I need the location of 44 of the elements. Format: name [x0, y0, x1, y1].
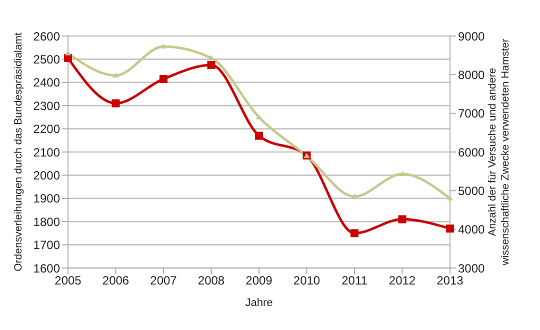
y2-tick-label: 5000 — [458, 184, 486, 198]
y-tick-label: 1600 — [33, 261, 60, 276]
y-tick-label: 2600 — [33, 29, 60, 44]
x-axis-title: Jahre — [245, 297, 273, 309]
x-tick-label: 2010 — [293, 274, 320, 288]
point — [399, 171, 406, 176]
y-tick-label: 1900 — [33, 192, 60, 206]
y-tick-label: 2300 — [33, 98, 60, 113]
x-tick-label: 2005 — [54, 274, 82, 288]
y-axis-title: Ordensverleihungen durch das Bundespräsidialamt — [12, 32, 25, 272]
point — [350, 229, 358, 238]
point — [256, 114, 262, 120]
x-tick-label: 2013 — [436, 274, 464, 288]
x-tick-label: 2006 — [102, 274, 130, 288]
y2-tick-label: 8000 — [458, 68, 486, 82]
y-tick-label: 2200 — [33, 122, 60, 136]
x-tick-label: 2007 — [150, 274, 178, 288]
y-tick-label: 2500 — [33, 52, 60, 66]
point — [398, 215, 406, 224]
point — [207, 61, 216, 69]
y2-tick-label: 9000 — [458, 29, 486, 44]
y-tick-label: 1700 — [33, 238, 60, 252]
y2-tick-label: 4000 — [458, 222, 486, 237]
point — [255, 132, 263, 140]
point — [447, 195, 453, 200]
point — [112, 72, 119, 78]
point — [160, 43, 166, 48]
point — [352, 193, 358, 198]
point — [160, 74, 168, 83]
point — [65, 50, 71, 56]
y2-axis-title: Anzahl der für Versuche und andere wissenschaftliche Zwecke verwendeten Hamster — [486, 38, 512, 266]
y-tick-label: 2100 — [33, 145, 60, 160]
point — [112, 99, 120, 108]
x-tick-label: 2012 — [388, 274, 416, 288]
y-tick-label: 2000 — [33, 168, 60, 182]
x-tick-label: 2009 — [246, 274, 273, 288]
y2-tick-label: 3000 — [458, 261, 486, 276]
x-tick-label: 2008 — [198, 274, 225, 288]
x-tick-label: 2011 — [342, 274, 368, 288]
y-tick-label: 1800 — [33, 214, 60, 229]
y2-tick-label: 7000 — [458, 106, 486, 121]
point — [446, 224, 454, 233]
y2-tick-label: 6000 — [458, 145, 486, 160]
y-tick-label: 2400 — [33, 76, 60, 90]
